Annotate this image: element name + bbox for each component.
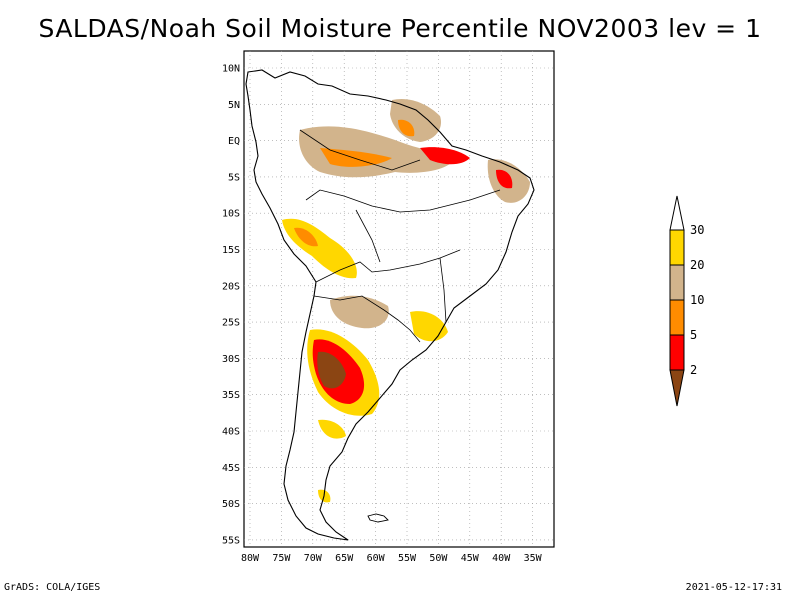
colorbar-bottom-arrow — [669, 369, 685, 407]
latitude-label: 30S — [222, 354, 240, 365]
longitude-label: 80W — [241, 553, 260, 564]
colorbar-label-10: 10 — [690, 293, 704, 307]
anomaly-region-southern-brazil — [410, 311, 448, 342]
latitude-label: 20S — [222, 281, 240, 292]
longitude-label: 70W — [304, 553, 323, 564]
anomaly-region-central-argentina-core — [317, 351, 346, 389]
map-title: SALDAS/Noah Soil Moisture Percentile NOV… — [38, 14, 762, 43]
latitude-label: 5S — [228, 172, 240, 183]
latitude-labels: 10N 5N EQ 5S 10S 15S 20S 25S 30S 35S 40S 45S 50S 55S — [222, 64, 240, 547]
colorbar-bin-2-5 — [669, 334, 685, 371]
country-borders — [299, 129, 501, 343]
colorbar-label-5: 5 — [690, 328, 697, 342]
soil-moisture-shading — [282, 98, 530, 503]
latitude-label: 5N — [228, 100, 240, 111]
latitude-label: EQ — [228, 136, 240, 147]
colorbar-label-30: 30 — [690, 223, 704, 237]
anomaly-region-peru-core — [294, 227, 318, 247]
longitude-labels: 80W 75W 70W 65W 60W 55W 50W 45W 40W 35W — [241, 553, 543, 564]
colorbar-label-2: 2 — [690, 363, 697, 377]
coastline — [245, 69, 535, 541]
latitude-label: 35S — [222, 390, 240, 401]
anomaly-region-amazon-mouth — [420, 147, 470, 165]
colorbar-bin-5-10 — [669, 299, 685, 336]
latitude-label: 45S — [222, 463, 240, 474]
colorbar-bin-10-20 — [669, 264, 685, 301]
falkland-islands — [367, 513, 389, 523]
footer-timestamp: 2021-05-12-17:31 — [685, 582, 782, 593]
latitude-label: 25S — [222, 318, 240, 329]
longitude-label: 65W — [335, 553, 354, 564]
latitude-label: 10N — [222, 64, 240, 75]
anomaly-region-northeast-core — [496, 169, 513, 189]
longitude-label: 75W — [272, 553, 291, 564]
longitude-label: 35W — [524, 553, 543, 564]
map-frame — [243, 50, 555, 548]
latitude-label: 40S — [222, 427, 240, 438]
longitude-label: 55W — [398, 553, 417, 564]
latitude-label: 50S — [222, 499, 240, 510]
anomaly-region-guianas — [390, 98, 442, 142]
latitude-label: 55S — [222, 535, 240, 546]
longitude-label: 40W — [492, 553, 511, 564]
anomaly-region-guianas-core — [398, 119, 415, 137]
footer-credit: GrADS: COLA/IGES — [4, 582, 101, 593]
anomaly-region-paraguay — [330, 295, 389, 329]
colorbar-top-arrow — [669, 195, 685, 231]
colorbar-label-20: 20 — [690, 258, 704, 272]
anomaly-region-peru-bolivia — [282, 218, 357, 279]
latitude-label: 15S — [222, 245, 240, 256]
latitude-label: 10S — [222, 209, 240, 220]
colorbar: 30 20 10 5 2 — [669, 195, 704, 407]
colorbar-bin-20-30 — [669, 229, 685, 266]
anomaly-region-patagonia-north — [318, 419, 346, 439]
longitude-label: 45W — [461, 553, 480, 564]
longitude-label: 60W — [367, 553, 386, 564]
longitude-label: 50W — [429, 553, 448, 564]
